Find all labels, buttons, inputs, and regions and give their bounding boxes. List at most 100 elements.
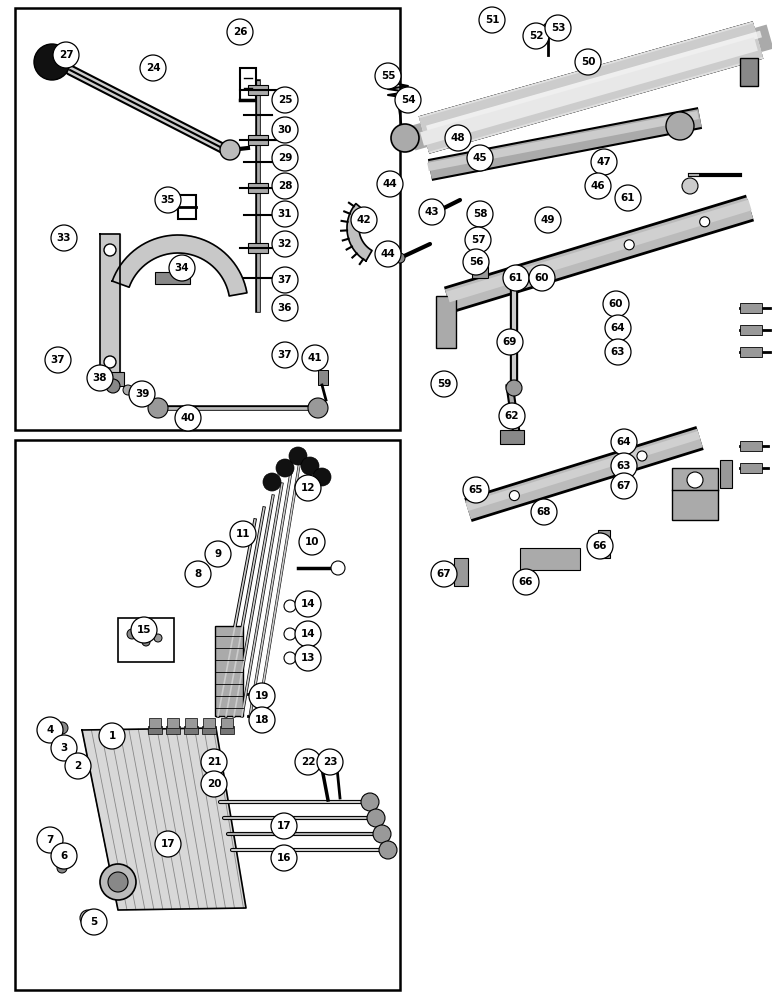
Bar [248,183,268,193]
Text: 62: 62 [505,411,520,421]
Text: 23: 23 [323,757,337,767]
Circle shape [272,231,298,257]
Circle shape [301,457,319,475]
Text: 9: 9 [215,549,222,559]
Text: 10: 10 [305,537,320,547]
Circle shape [375,241,401,267]
Bar [118,618,174,662]
Circle shape [375,63,401,89]
Text: 22: 22 [301,757,315,767]
Text: 29: 29 [278,153,292,163]
Text: 5: 5 [90,917,97,927]
Text: 54: 54 [401,95,415,105]
Circle shape [295,475,321,501]
Text: 64: 64 [611,323,625,333]
Bar [15,440,400,990]
Text: 55: 55 [381,71,395,81]
Text: 2: 2 [74,761,82,771]
Circle shape [249,683,275,709]
Text: 4: 4 [46,725,54,735]
Circle shape [272,295,298,321]
Circle shape [331,561,345,575]
Circle shape [575,49,601,75]
Circle shape [302,345,328,371]
Text: 69: 69 [503,337,517,347]
Text: 61: 61 [621,193,635,203]
Circle shape [431,561,457,587]
Text: 37: 37 [278,350,293,360]
Circle shape [637,451,647,461]
Bar [155,272,190,284]
Text: 51: 51 [485,15,499,25]
Circle shape [533,267,543,277]
Circle shape [367,809,385,827]
Text: 17: 17 [276,821,291,831]
Circle shape [99,723,125,749]
Circle shape [272,117,298,143]
Circle shape [131,617,157,643]
Bar [454,558,468,586]
Text: 19: 19 [255,691,269,701]
Circle shape [51,843,77,869]
Bar [740,347,762,357]
Bar [248,135,268,145]
Circle shape [317,749,343,775]
Circle shape [545,15,571,41]
Circle shape [295,645,321,671]
Circle shape [373,825,391,843]
Circle shape [467,145,493,171]
Text: 11: 11 [235,529,250,539]
Circle shape [503,265,529,291]
Circle shape [419,199,445,225]
Circle shape [230,521,256,547]
Bar [166,726,180,734]
Bar [740,463,762,473]
Circle shape [377,171,403,197]
Circle shape [201,771,227,797]
Text: 56: 56 [469,257,483,267]
Bar [248,243,268,253]
Text: 3: 3 [60,743,68,753]
Text: 59: 59 [437,379,451,389]
Circle shape [272,173,298,199]
Circle shape [272,342,298,368]
Bar [184,726,198,734]
Circle shape [513,569,539,595]
Text: 64: 64 [617,437,631,447]
Circle shape [425,210,435,220]
Bar [240,68,256,100]
Circle shape [585,173,611,199]
Circle shape [299,529,325,555]
Circle shape [220,140,240,160]
Circle shape [276,459,294,477]
Text: 57: 57 [471,235,486,245]
Bar [215,626,243,716]
Circle shape [81,909,107,935]
Circle shape [591,149,617,175]
Circle shape [611,429,637,455]
Text: 15: 15 [137,625,151,635]
Circle shape [148,398,168,418]
Circle shape [37,827,63,853]
Circle shape [175,405,201,431]
Circle shape [543,23,553,33]
Circle shape [625,240,635,250]
Polygon shape [100,234,120,380]
Circle shape [308,398,328,418]
Bar [202,726,216,734]
Circle shape [295,621,321,647]
Text: 12: 12 [301,483,315,493]
Circle shape [56,722,68,734]
Circle shape [185,561,211,587]
Circle shape [284,628,296,640]
Circle shape [605,315,631,341]
Circle shape [395,87,421,113]
Circle shape [666,112,694,140]
Text: 63: 63 [617,461,631,471]
Circle shape [445,125,471,151]
Circle shape [379,841,397,859]
Text: 60: 60 [609,299,623,309]
Text: 35: 35 [161,195,175,205]
Text: 65: 65 [469,485,483,495]
Circle shape [263,473,281,491]
